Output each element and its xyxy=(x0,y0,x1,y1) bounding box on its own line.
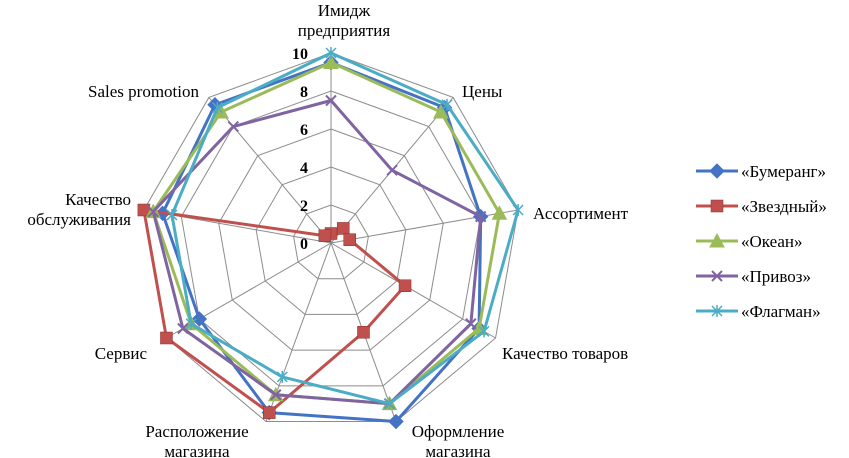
category-label: Качество обслуживания xyxy=(27,190,131,229)
data-point xyxy=(711,305,723,317)
legend-label: «Привоз» xyxy=(741,267,811,286)
data-point xyxy=(512,204,524,217)
series-line xyxy=(151,99,483,406)
grid-ring xyxy=(218,128,444,351)
data-point xyxy=(147,205,159,218)
data-point xyxy=(388,413,404,430)
category-label: Качество товаров xyxy=(502,344,628,363)
data-point xyxy=(336,222,350,235)
category-label: Sales promotion xyxy=(88,82,199,101)
data-point xyxy=(185,317,197,330)
tick-label: 6 xyxy=(300,122,308,139)
data-point xyxy=(709,163,725,179)
data-point xyxy=(710,199,724,213)
tick-label: 8 xyxy=(300,84,308,101)
grid-ring xyxy=(180,90,482,387)
category-label: Имидж предприятия xyxy=(298,1,391,40)
data-point xyxy=(325,94,337,107)
legend: «Бумеранг» «Звездный» «Океан» «Привоз» «Флаг… xyxy=(696,162,827,321)
data-point xyxy=(211,101,223,114)
data-point xyxy=(263,406,276,419)
data-point xyxy=(709,232,725,248)
data-point xyxy=(323,54,339,69)
category-label: Ассортимент xyxy=(533,204,629,223)
data-point xyxy=(166,208,178,221)
data-point xyxy=(191,311,208,327)
legend-item: «Привоз» xyxy=(696,267,811,286)
data-point xyxy=(227,120,240,133)
legend-item: «Океан» xyxy=(696,232,803,251)
data-point xyxy=(711,270,723,282)
data-point xyxy=(318,229,332,242)
grid-ring xyxy=(143,52,519,423)
radar-series xyxy=(137,47,524,430)
legend-label: «Бумеранг» xyxy=(741,162,826,181)
data-point xyxy=(398,279,412,292)
legend-item: «Бумеранг» xyxy=(696,162,826,181)
data-point xyxy=(491,205,508,220)
category-label: Оформление магазина xyxy=(412,422,505,458)
series-5 xyxy=(166,47,524,410)
data-point xyxy=(383,397,396,410)
data-point xyxy=(343,233,356,246)
data-point xyxy=(478,325,490,338)
tick-label: 4 xyxy=(300,160,308,177)
category-labels: Имидж предприятия Цены Ассортимент Качество … xyxy=(27,1,628,458)
grid-ring xyxy=(293,204,369,280)
data-point xyxy=(276,370,288,383)
grid-ring xyxy=(255,166,407,315)
tick-label: 2 xyxy=(300,198,308,215)
data-point xyxy=(160,331,173,345)
legend-item: «Звездный» xyxy=(696,197,827,216)
legend-label: «Флагман» xyxy=(741,302,821,321)
data-point xyxy=(465,318,477,330)
category-label: Расположение магазина xyxy=(145,422,248,458)
category-label: Цены xyxy=(462,82,503,101)
series-2 xyxy=(137,203,412,419)
data-point xyxy=(386,164,398,176)
category-label: Сервис xyxy=(95,344,148,363)
grid-spoke xyxy=(330,209,519,244)
series-line xyxy=(170,51,520,406)
radial-tick-labels: 0 2 4 6 8 10 xyxy=(292,46,308,253)
data-point xyxy=(474,210,487,223)
data-point xyxy=(433,103,449,119)
legend-label: «Звездный» xyxy=(741,197,827,216)
data-point xyxy=(177,322,189,335)
legend-label: «Океан» xyxy=(741,232,803,251)
data-point xyxy=(270,389,282,401)
data-point xyxy=(325,47,337,59)
tick-label: 10 xyxy=(292,46,308,63)
data-point xyxy=(441,98,453,111)
data-point xyxy=(357,326,370,339)
series-4 xyxy=(147,94,487,410)
legend-item: «Флагман» xyxy=(696,302,821,321)
tick-label: 0 xyxy=(300,236,308,253)
